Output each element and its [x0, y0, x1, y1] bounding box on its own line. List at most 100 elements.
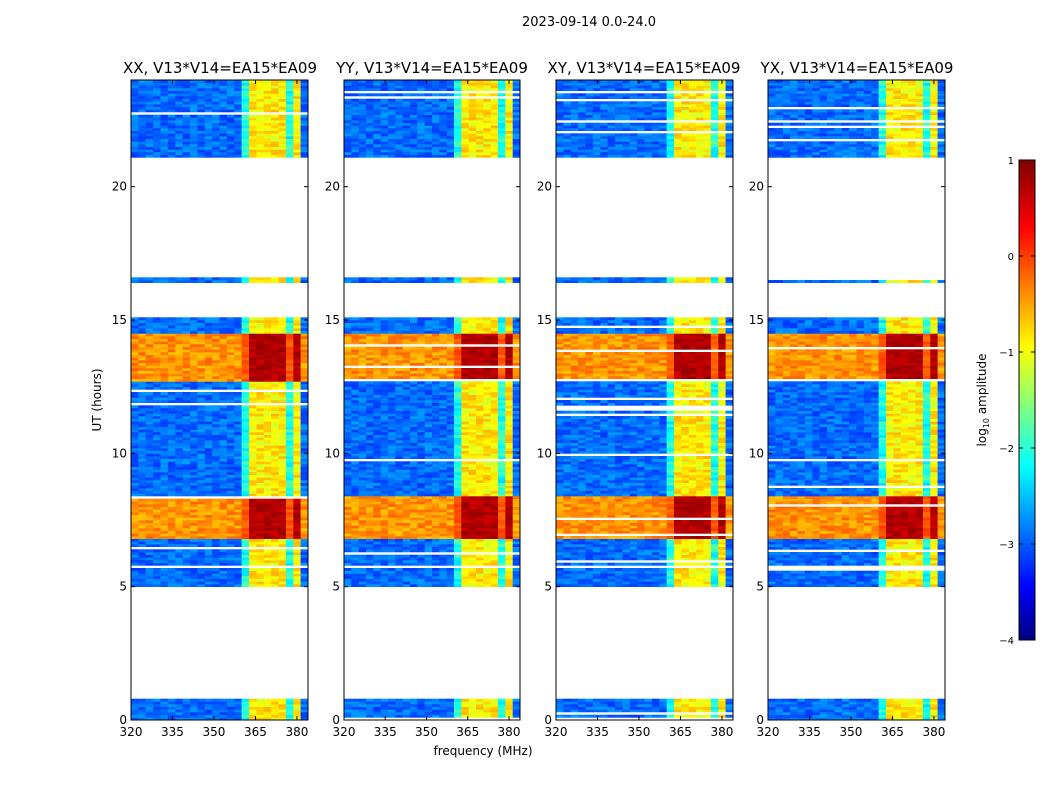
heatmap-cell — [410, 405, 418, 409]
heatmap-cell — [358, 570, 367, 574]
heatmap-cell — [278, 570, 287, 574]
heatmap-cell — [417, 410, 425, 414]
heatmap-cell — [131, 530, 139, 534]
heatmap-cell — [278, 578, 287, 582]
heatmap-cell — [212, 376, 220, 379]
heatmap-cell — [483, 709, 491, 713]
heatmap-cell — [351, 544, 359, 547]
heatmap-cell — [498, 538, 506, 542]
heatmap-cell — [153, 141, 161, 145]
heatmap-cell — [461, 517, 469, 521]
heatmap-cell — [263, 517, 272, 521]
heatmap-cell — [167, 498, 176, 502]
heatmap-cell — [234, 506, 242, 510]
heatmap-cell — [212, 346, 220, 350]
heatmap-cell — [263, 376, 272, 379]
heatmap-cell — [182, 432, 191, 435]
heatmap-cell — [373, 554, 381, 558]
heatmap-cell — [344, 416, 352, 419]
heatmap-cell — [490, 525, 499, 529]
heatmap-cell — [293, 461, 302, 465]
heatmap-cell — [131, 578, 139, 582]
heatmap-cell — [153, 370, 161, 374]
heatmap-cell — [373, 701, 381, 705]
heatmap-cell — [175, 117, 184, 121]
heatmap-cell — [212, 416, 220, 419]
heatmap-cell — [241, 378, 250, 382]
heatmap-cell — [249, 330, 257, 334]
heatmap-cell — [424, 533, 433, 537]
heatmap-cell — [145, 536, 154, 539]
heatmap-cell — [278, 368, 287, 371]
heatmap-cell — [241, 432, 250, 435]
heatmap-cell — [197, 440, 206, 443]
heatmap-cell — [226, 144, 235, 147]
heatmap-cell — [395, 578, 403, 582]
heatmap-cell — [461, 570, 469, 574]
heatmap-cell — [505, 549, 513, 553]
heatmap-cell — [278, 96, 287, 99]
heatmap-cell — [293, 424, 302, 427]
heatmap-cell — [182, 448, 191, 451]
heatmap-cell — [145, 93, 154, 97]
heatmap-cell — [197, 133, 206, 137]
heatmap-cell — [131, 85, 139, 89]
heatmap-cell — [263, 458, 272, 462]
heatmap-cell — [145, 709, 154, 713]
heatmap-cell — [512, 528, 520, 531]
heatmap-cell — [498, 450, 506, 454]
heatmap-cell — [468, 424, 477, 427]
heatmap-cell — [293, 445, 302, 449]
heatmap-cell — [285, 712, 294, 715]
heatmap-cell — [190, 424, 198, 427]
heatmap-cell — [417, 522, 425, 526]
heatmap-cell — [468, 461, 477, 465]
heatmap-cell — [204, 146, 213, 150]
heatmap-cell — [271, 352, 279, 355]
heatmap-cell — [219, 128, 228, 131]
heatmap-cell — [131, 280, 139, 283]
heatmap-cell — [204, 106, 213, 110]
heatmap-cell — [219, 378, 228, 382]
heatmap-cell — [410, 570, 418, 574]
heatmap-cell — [226, 533, 235, 537]
heatmap-cell — [226, 106, 235, 110]
heatmap-cell — [167, 421, 176, 425]
heatmap-cell — [197, 482, 206, 486]
heatmap-cell — [498, 549, 506, 553]
heatmap-cell — [241, 352, 250, 355]
heatmap-cell — [410, 578, 418, 582]
heatmap-cell — [410, 437, 418, 441]
heatmap-cell — [417, 504, 425, 507]
heatmap-cell — [417, 506, 425, 510]
heatmap-cell — [131, 562, 139, 566]
heatmap-cell — [212, 517, 220, 521]
heatmap-cell — [197, 114, 206, 118]
heatmap-cell — [417, 536, 425, 539]
heatmap-cell — [293, 400, 302, 403]
heatmap-cell — [204, 490, 213, 494]
heatmap-cell — [190, 560, 198, 563]
heatmap-cell — [182, 714, 191, 718]
heatmap-cell — [234, 458, 242, 462]
heatmap-cell — [293, 365, 302, 369]
heatmap-cell — [212, 504, 220, 507]
heatmap-cell — [256, 120, 265, 123]
heatmap-cell — [395, 498, 403, 502]
heatmap-cell — [424, 448, 433, 451]
heatmap-cell — [512, 440, 520, 443]
heatmap-cell — [138, 82, 147, 86]
heatmap-cell — [344, 506, 352, 510]
heatmap-cell — [278, 320, 287, 323]
heatmap-cell — [285, 376, 294, 379]
heatmap-cell — [358, 536, 367, 539]
heatmap-cell — [300, 322, 308, 326]
heatmap-cell — [263, 328, 272, 331]
heatmap-cell — [241, 120, 250, 123]
heatmap-cell — [131, 149, 139, 153]
heatmap-cell — [256, 378, 265, 382]
y-tick-label: 20 — [112, 180, 127, 194]
heatmap-cell — [490, 488, 499, 491]
heatmap-cell — [204, 429, 213, 433]
heatmap-cell — [439, 698, 447, 702]
